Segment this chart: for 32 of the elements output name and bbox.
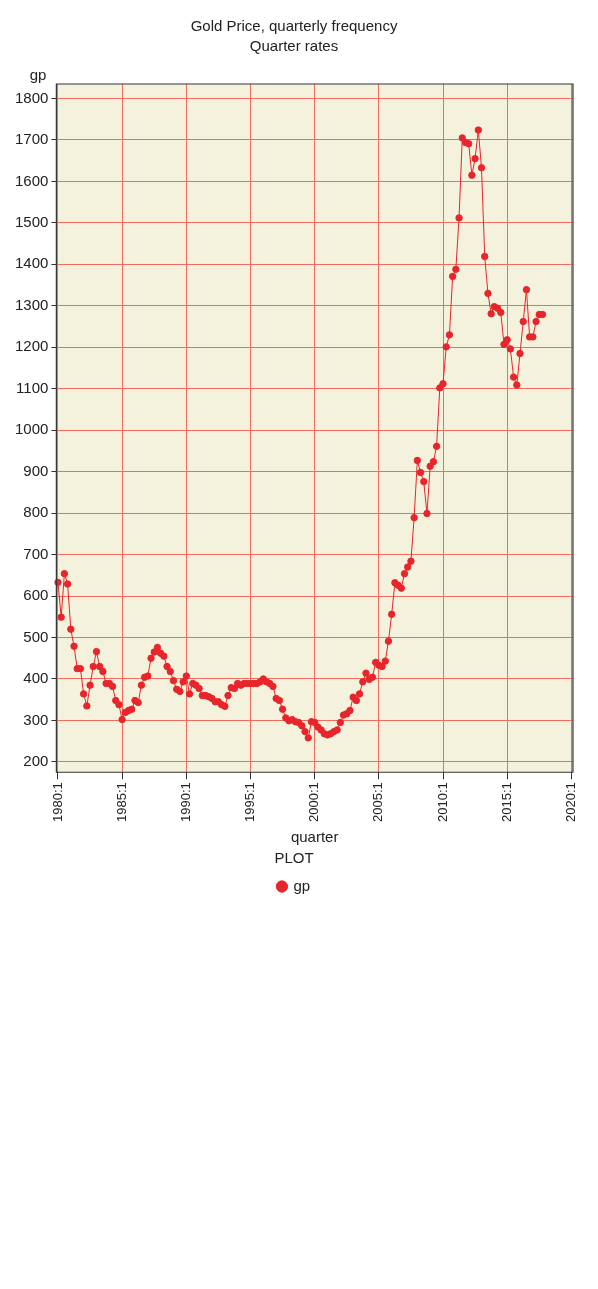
y-tick-label: 1400 <box>14 254 49 272</box>
y-tick-label: 800 <box>23 503 49 521</box>
y-tick-label: 300 <box>23 710 49 728</box>
x-tick-label: 1995:1 <box>242 782 258 822</box>
x-axis-title: quarter <box>290 828 339 846</box>
y-tick-label: 1600 <box>14 171 49 189</box>
y-tick-label: 1300 <box>14 295 49 313</box>
chart-title: Gold Price, quarterly frequency <box>190 17 398 35</box>
x-tick-label: 2010:1 <box>434 782 450 822</box>
x-tick-label: 2000:1 <box>306 782 322 822</box>
y-tick-label: 600 <box>23 586 49 604</box>
legend-label: gp <box>293 876 311 894</box>
y-tick-label: 200 <box>23 752 49 770</box>
y-axis-title: gp <box>29 65 47 83</box>
legend-title: PLOT <box>274 848 314 866</box>
y-tick-label: 1000 <box>14 420 49 438</box>
y-tick-label: 1100 <box>16 378 49 396</box>
y-tick-label: 1200 <box>14 337 49 355</box>
y-tick-label: 900 <box>23 461 49 479</box>
x-tick-label: 2015:1 <box>498 782 514 822</box>
x-tick-label: 2020:1 <box>562 782 578 822</box>
x-tick-label: 2005:1 <box>370 782 386 822</box>
y-tick-label: 500 <box>23 627 49 645</box>
x-tick-label: 1985:1 <box>113 782 129 822</box>
y-tick-label: 1500 <box>14 213 49 231</box>
y-tick-label: 1800 <box>14 88 49 106</box>
y-tick-label: 400 <box>23 669 49 687</box>
x-tick-label: 1990:1 <box>177 782 193 822</box>
y-tick-label: 700 <box>23 544 49 562</box>
y-tick-label: 1700 <box>14 130 49 148</box>
x-tick-label: 1980:1 <box>49 782 65 822</box>
chart-subtitle: Quarter rates <box>249 37 339 55</box>
